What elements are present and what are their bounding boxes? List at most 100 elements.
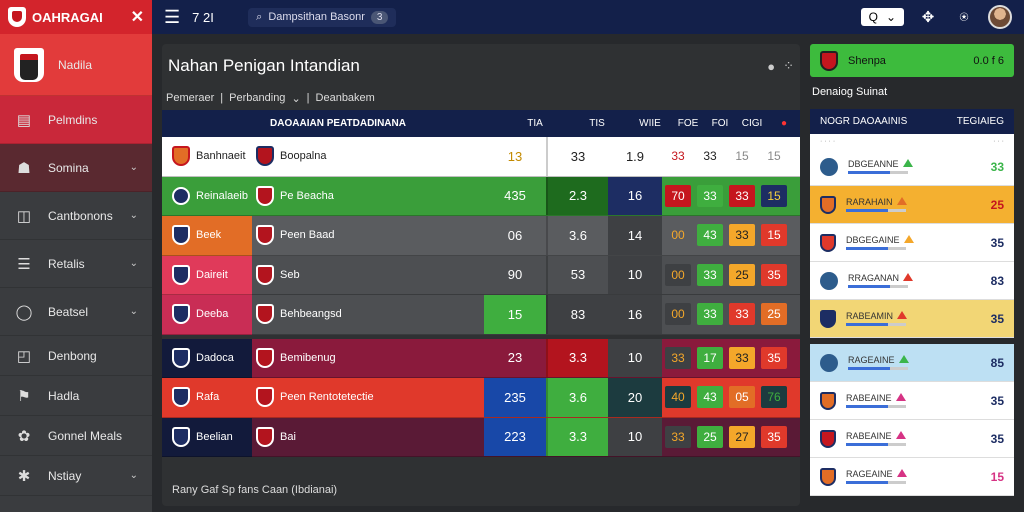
header-col[interactable]: CIGI	[741, 118, 763, 129]
away-team[interactable]: Bai	[252, 426, 452, 447]
ranking-value: 35	[990, 393, 1004, 408]
crumb-2[interactable]: Perbanding	[229, 92, 286, 104]
ranking-name-block: RABEAMIN	[846, 311, 964, 326]
sidebar-item-nadila[interactable]: Nadila	[0, 34, 152, 96]
tools-icon[interactable]: ✥	[921, 9, 935, 26]
sidebar-item-denbong[interactable]: ◰ Denbong	[0, 336, 152, 376]
away-team[interactable]: Seb	[252, 264, 452, 285]
progress-bar	[846, 323, 906, 326]
home-team[interactable]: Beek	[162, 225, 252, 246]
home-team[interactable]: Beelian	[162, 426, 252, 447]
ranking-row[interactable]: RABEAMIN 35	[810, 300, 1014, 338]
ranking-row[interactable]: RABEAINE 35	[810, 382, 1014, 420]
highlight-card[interactable]: Shenpa 0.0 f 6	[810, 44, 1014, 77]
trophy-icon[interactable]: ⍟	[959, 8, 969, 26]
stat-cell: 33	[546, 137, 608, 176]
crumb-1[interactable]: Pemeraer	[166, 92, 215, 104]
ranking-name-text: RABEAINE	[846, 431, 892, 441]
ranking-name-block: RAGEAINE	[846, 469, 964, 484]
stat-cell: 06	[484, 216, 546, 255]
sidebar-item-hadla[interactable]: ⚑ Hadla	[0, 376, 152, 416]
table-row[interactable]: Rafa Peen Rentotetectie 235 3.6 20 40 43 05 76	[162, 378, 800, 418]
search-box[interactable]: ⌕ Dampsithan Basonr 3	[248, 7, 397, 27]
menu-icon[interactable]: ☰	[164, 6, 181, 27]
table-row[interactable]: Deeba Behbeangsd 15 83 16 00 33 33 25	[162, 295, 800, 335]
home-team[interactable]: Daireit	[162, 264, 252, 285]
table-row[interactable]: Banhnaeit Boopalna 13 33 1.9 33 33 15 15	[162, 137, 800, 177]
away-team[interactable]: Peen Baad	[252, 225, 452, 246]
avatar[interactable]	[988, 5, 1012, 29]
away-team[interactable]: Boopalna	[252, 146, 452, 167]
home-team[interactable]: Deeba	[162, 304, 252, 325]
ranking-name: RAGEAINE	[846, 469, 964, 479]
stat-cell: 13	[484, 137, 546, 176]
subheader-right: · · ·	[993, 137, 1004, 145]
header-col[interactable]: WIIE	[639, 118, 661, 129]
ranking-row[interactable]: RARAHAIN 25	[810, 186, 1014, 224]
away-team[interactable]: Behbeangsd	[252, 304, 452, 325]
player-avatar-icon	[820, 271, 838, 290]
ranking-row[interactable]: RAGEAINE 15	[810, 458, 1014, 496]
table-row[interactable]: Dadoca Bemibenug 23 3.3 10 33 17 33 35	[162, 338, 800, 378]
team-crest-icon	[256, 225, 274, 246]
header-col[interactable]: FOE	[677, 118, 699, 129]
sidebar-item-somina[interactable]: ☗ Somina ⌄	[0, 144, 152, 192]
sidebar-item-label: Hadla	[48, 388, 80, 403]
sidebar-item-retalis[interactable]: ☰ Retalis ⌄	[0, 240, 152, 288]
home-team[interactable]: Dadoca	[162, 347, 252, 368]
sidebar-item-cantbonons[interactable]: ◫ Cantbonons ⌄	[0, 192, 152, 240]
away-team[interactable]: Peen Rentotetectie	[252, 387, 452, 408]
ranking-row[interactable]: DBGEANNE 33	[810, 148, 1014, 186]
ranking-name: RARAHAIN	[846, 197, 964, 207]
ranking-value: 35	[990, 431, 1004, 446]
team-crest-icon	[256, 387, 274, 408]
standings-panel: Nahan Penigan Intandian ● ⁘ Pemeraer | P…	[162, 44, 800, 506]
trend-up-icon	[895, 431, 906, 439]
subheader-left: · · · ·	[820, 137, 836, 145]
ranking-row[interactable]: RABEAINE 35	[810, 420, 1014, 458]
more-icon[interactable]: ⁘	[783, 58, 794, 73]
sidebar-item-gonnel-meals[interactable]: ✿ Gonnel Meals	[0, 416, 152, 456]
header-col[interactable]: TIS	[589, 118, 605, 129]
breadcrumb: Pemeraer | Perbanding ⌄ | Deanbakem	[162, 88, 800, 108]
table-header: DAOAAIAN PEATDADINANA TIA TIS WIIE FOE F…	[162, 110, 800, 137]
right-header-left: NOGR DAOAAINIS	[820, 116, 908, 127]
ranking-value: 25	[990, 197, 1004, 212]
chevron-down-icon: ⌄	[885, 10, 896, 24]
sidebar-item-pelmdins[interactable]: ▤ Pelmdins	[0, 96, 152, 144]
ranking-name-text: DBGEANNE	[848, 159, 899, 169]
close-icon[interactable]: ✕	[130, 9, 144, 26]
header-col[interactable]: TIA	[527, 118, 543, 129]
team-crest-icon	[172, 426, 190, 447]
home-team[interactable]: Rafa	[162, 387, 252, 408]
team-crest-icon	[256, 426, 274, 447]
panel-subtitle: Denaiog Suinat	[812, 86, 888, 98]
home-team[interactable]: Banhnaeit	[162, 146, 252, 167]
ranking-row[interactable]: RRAGANAN 83	[810, 262, 1014, 300]
search-button[interactable]: Q ⌄	[860, 8, 904, 26]
away-team[interactable]: Bemibenug	[252, 347, 452, 368]
ranking-value: 83	[990, 273, 1004, 288]
sidebar-item-label: Cantbonons	[48, 208, 113, 223]
away-team[interactable]: Pe Beacha	[252, 185, 452, 206]
ranking-row[interactable]: DBGEGAINE 35	[810, 224, 1014, 262]
team-crest-icon	[820, 195, 836, 214]
ball-icon: ◯	[15, 303, 33, 321]
crumb-separator: |	[306, 92, 310, 104]
ranking-row[interactable]: RAGEAINE 85	[810, 344, 1014, 382]
settings-icon[interactable]: ●	[767, 58, 776, 74]
search-icon: ⌕	[256, 10, 263, 23]
table-row[interactable]: Beelian Bai 223 3.3 10 33 25 27 35	[162, 417, 800, 457]
app-title: OAHRAGAI	[32, 9, 103, 25]
chevron-down-icon: ⌄	[129, 210, 138, 221]
sidebar-item-beatsel[interactable]: ◯ Beatsel ⌄	[0, 288, 152, 336]
home-team[interactable]: Reinalaeib	[162, 186, 252, 205]
table-row[interactable]: Beek Peen Baad 06 3.6 14 00 43 33 15	[162, 216, 800, 256]
crumb-3[interactable]: Deanbakem	[315, 92, 375, 104]
ranking-name: RABEAINE	[846, 393, 964, 403]
header-col[interactable]: FOI	[711, 118, 729, 129]
table-row[interactable]: Daireit Seb 90 53 10 00 33 25 35	[162, 255, 800, 295]
sidebar-item-nstiay[interactable]: ✱ Nstiay ⌄	[0, 456, 152, 496]
table-row[interactable]: Reinalaeib Pe Beacha 435 2.3 16 70 33 33 15	[162, 176, 800, 216]
progress-bar	[848, 171, 908, 174]
